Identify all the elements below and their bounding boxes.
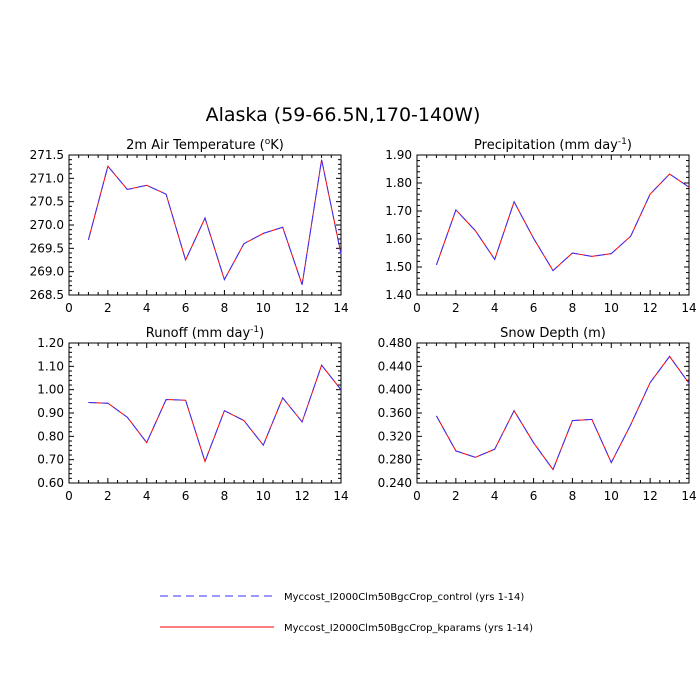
x-tick-label: 8 bbox=[221, 489, 229, 503]
legend: Myccost_I2000Clm50BgcCrop_control (yrs 1… bbox=[160, 592, 533, 634]
x-tick-label: 10 bbox=[256, 301, 271, 315]
y-tick-label: 271.5 bbox=[30, 148, 64, 162]
series-line-control bbox=[435, 355, 690, 471]
x-tick-label: 6 bbox=[182, 489, 190, 503]
panel-title-superscript: o bbox=[265, 137, 271, 147]
y-tick-label: 269.0 bbox=[30, 265, 64, 279]
x-tick-label: 6 bbox=[530, 301, 538, 315]
y-tick-label: 0.240 bbox=[378, 476, 412, 490]
series-line-control bbox=[88, 364, 342, 464]
x-tick-label: 2 bbox=[104, 489, 112, 503]
y-tick-label: 0.280 bbox=[378, 453, 412, 467]
y-tick-label: 269.5 bbox=[30, 241, 64, 255]
x-tick-label: 12 bbox=[643, 489, 658, 503]
y-tick-label: 0.480 bbox=[378, 336, 412, 350]
legend-label-1: Myccost_I2000Clm50BgcCrop_control (yrs 1… bbox=[284, 592, 524, 603]
y-tick-label: 1.40 bbox=[385, 288, 412, 302]
x-tick-label: 4 bbox=[143, 489, 151, 503]
y-tick-label: 0.400 bbox=[378, 383, 412, 397]
y-tick-label: 0.360 bbox=[378, 406, 412, 420]
x-tick-label: 14 bbox=[333, 489, 348, 503]
x-tick-label: 12 bbox=[295, 489, 310, 503]
x-tick-label: 8 bbox=[569, 489, 577, 503]
plot-frame bbox=[416, 154, 690, 296]
x-tick-label: 6 bbox=[182, 301, 190, 315]
y-tick-label: 0.90 bbox=[37, 406, 64, 420]
x-tick-label: 2 bbox=[452, 489, 460, 503]
x-tick-label: 2 bbox=[104, 301, 112, 315]
panel-title: Snow Depth (m) bbox=[500, 326, 606, 341]
x-tick-label: 8 bbox=[569, 301, 577, 315]
x-tick-label: 14 bbox=[333, 301, 348, 315]
y-tick-label: 0.80 bbox=[37, 429, 64, 443]
y-tick-label: 271.0 bbox=[30, 171, 64, 185]
y-tick-label: 1.00 bbox=[37, 383, 64, 397]
y-tick-label: 1.10 bbox=[37, 359, 64, 373]
x-tick-label: 4 bbox=[491, 489, 499, 503]
panel-title: Runoff (mm day-1) bbox=[146, 325, 264, 341]
figure-title: Alaska (59-66.5N,170-140W) bbox=[206, 104, 481, 126]
panel-title-main: Runoff (mm day bbox=[146, 326, 251, 341]
x-tick-label: 4 bbox=[491, 301, 499, 315]
panel-title-end: ) bbox=[259, 326, 264, 341]
x-tick-label: 10 bbox=[604, 301, 619, 315]
plot-frame bbox=[416, 342, 690, 484]
panel-4: Snow Depth (m) 0 2 4 6 8 10 12 14 0.240 0.280 0.320… bbox=[378, 326, 697, 503]
y-tick-label: 0.60 bbox=[37, 476, 64, 490]
series-line-kparams bbox=[88, 364, 342, 464]
panel-title-superscript: -1 bbox=[618, 137, 627, 147]
panel-title-main: Precipitation (mm day bbox=[474, 138, 618, 153]
panel-title-end: ) bbox=[627, 138, 632, 153]
y-tick-label: 1.70 bbox=[385, 204, 412, 218]
series-line-kparams bbox=[435, 173, 690, 272]
plot-frame bbox=[68, 154, 342, 296]
x-tick-label: 14 bbox=[681, 301, 696, 315]
series-line-control bbox=[435, 173, 690, 272]
y-tick-label: 0.320 bbox=[378, 429, 412, 443]
x-tick-label: 0 bbox=[65, 301, 73, 315]
y-tick-label: 0.70 bbox=[37, 453, 64, 467]
series-line-control bbox=[87, 159, 342, 285]
panel-2: Precipitation (mm day-1) 0 2 4 6 8 10 12 14 1.40 1… bbox=[385, 137, 696, 315]
y-tick-label: 1.50 bbox=[385, 260, 412, 274]
x-tick-label: 10 bbox=[256, 489, 271, 503]
x-tick-label: 8 bbox=[221, 301, 229, 315]
x-tick-label: 12 bbox=[295, 301, 310, 315]
y-tick-label: 268.5 bbox=[30, 288, 64, 302]
y-tick-label: 270.5 bbox=[30, 195, 64, 209]
x-tick-label: 4 bbox=[143, 301, 151, 315]
y-tick-label: 1.20 bbox=[37, 336, 64, 350]
x-tick-label: 0 bbox=[413, 489, 421, 503]
series-line-kparams bbox=[87, 159, 342, 285]
y-tick-label: 270.0 bbox=[30, 218, 64, 232]
x-tick-label: 12 bbox=[643, 301, 658, 315]
x-tick-label: 6 bbox=[530, 489, 538, 503]
y-tick-label: 0.440 bbox=[378, 359, 412, 373]
x-tick-label: 14 bbox=[681, 489, 696, 503]
panel-3: Runoff (mm day-1) 0 2 4 6 8 10 12 14 0.60 0.70 0.80… bbox=[37, 325, 348, 503]
x-tick-label: 2 bbox=[452, 301, 460, 315]
panel-title: 2m Air Temperature (oK) bbox=[126, 137, 284, 153]
legend-label-2: Myccost_I2000Clm50BgcCrop_kparams (yrs 1… bbox=[284, 623, 533, 634]
x-tick-label: 0 bbox=[413, 301, 421, 315]
panels: 2m Air Temperature (oK) 0 2 4 6 8 10 12 14 268.5 2… bbox=[30, 137, 697, 503]
series-line-kparams bbox=[435, 355, 690, 471]
y-tick-label: 1.60 bbox=[385, 232, 412, 246]
y-tick-label: 1.80 bbox=[385, 176, 412, 190]
panel-title-main: Snow Depth (m) bbox=[500, 326, 606, 341]
panel-title-main: 2m Air Temperature ( bbox=[126, 138, 265, 153]
y-tick-label: 1.90 bbox=[385, 148, 412, 162]
x-tick-label: 0 bbox=[65, 489, 73, 503]
panel-title-superscript: -1 bbox=[250, 325, 259, 335]
panel-title: Precipitation (mm day-1) bbox=[474, 137, 632, 153]
panel-title-end: K) bbox=[270, 138, 284, 153]
x-tick-label: 10 bbox=[604, 489, 619, 503]
panel-1: 2m Air Temperature (oK) 0 2 4 6 8 10 12 14 268.5 2… bbox=[30, 137, 349, 315]
